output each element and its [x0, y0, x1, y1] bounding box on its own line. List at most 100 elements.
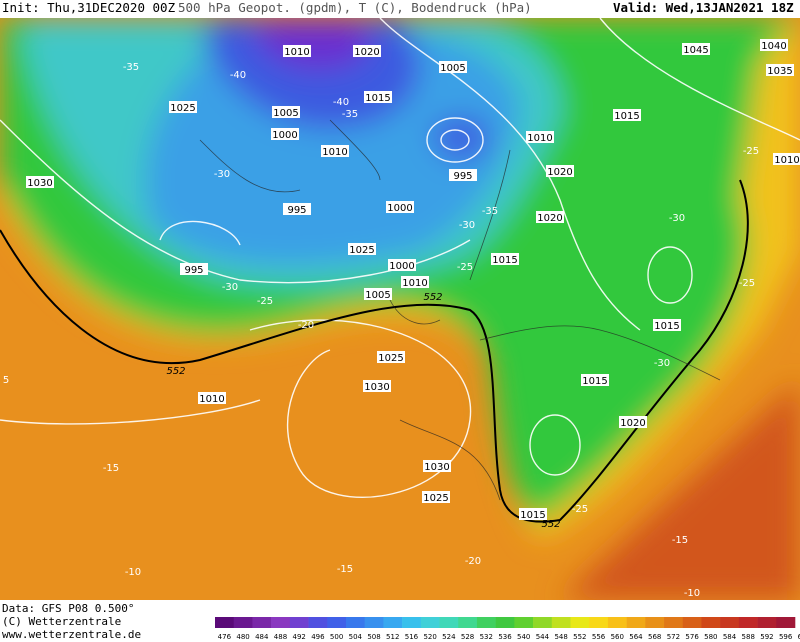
label-box [536, 211, 564, 223]
pressure-value: 1010 [322, 147, 347, 158]
pressure-value: 1015 [520, 510, 545, 521]
pressure-value: 1005 [365, 290, 390, 301]
temperature-label: -20 [298, 320, 314, 331]
label-box [271, 128, 299, 140]
pressure-value: 1025 [378, 353, 403, 364]
pressure-label: 1015 [519, 508, 547, 521]
colorbar-cell [626, 617, 646, 628]
pressure-label: 1025 [377, 351, 405, 364]
map-title: 500 hPa Geopot. (gpdm), T (C), Bodendruc… [178, 0, 532, 15]
pressure-label: 1020 [353, 45, 381, 58]
colorbar-cell [514, 617, 534, 628]
pressure-label: 1000 [386, 201, 414, 214]
colorbar-cell [551, 617, 571, 628]
colorbar-label: 528 [461, 633, 474, 641]
temperature-label: -25 [457, 262, 473, 273]
pressure-label: 1015 [364, 91, 392, 104]
pressure-label: 1025 [169, 101, 197, 114]
label-box [766, 64, 794, 76]
temperature-label: -25 [743, 146, 759, 157]
label-box [613, 109, 641, 121]
label-box [760, 39, 788, 51]
temperature-label: -20 [465, 556, 481, 567]
colorbar-label: 520 [423, 633, 436, 641]
pressure-value: 1015 [582, 376, 607, 387]
pressure-label: 1030 [26, 176, 54, 189]
temperature-label: 5 [3, 375, 9, 386]
label-box [272, 106, 300, 118]
label-box [364, 91, 392, 103]
pressure-label: 1010 [283, 45, 311, 58]
pressure-value: 1010 [284, 47, 309, 58]
temperature-label: -30 [459, 220, 475, 231]
colorbar-label: 596 [779, 633, 793, 641]
pressure-value: 1025 [349, 245, 374, 256]
colorbar-cell [757, 617, 777, 628]
colorbar-label: 576 [685, 633, 699, 641]
pressure-value: 1035 [767, 66, 792, 77]
temperature-label: -15 [672, 535, 688, 546]
temperature-label: -10 [684, 588, 700, 599]
label-box [519, 508, 547, 520]
label-box [581, 374, 609, 386]
pressure-value: 1020 [537, 213, 562, 224]
colorbar-label: 524 [442, 633, 456, 641]
pressure-value: 995 [453, 171, 472, 182]
pressure-label: 1010 [526, 131, 554, 144]
pressure-value: 1010 [527, 133, 552, 144]
label-box [619, 416, 647, 428]
pressure-label: 1015 [613, 109, 641, 122]
pressure-label: 1000 [388, 259, 416, 272]
height-label: 552 [166, 366, 185, 377]
colorbar-cell [364, 617, 384, 628]
pressure-value: 1000 [389, 261, 414, 272]
label-box [386, 201, 414, 213]
colorbar-cell [607, 617, 627, 628]
colorbar-cell [308, 617, 328, 628]
label-box [364, 288, 392, 300]
label-box [388, 259, 416, 271]
colorbar-label: 484 [255, 633, 269, 641]
colorbar-label: 568 [648, 633, 661, 641]
colorbar-cell [664, 617, 684, 628]
pressure-label: 1015 [581, 374, 609, 387]
label-box [180, 263, 208, 275]
label-box [283, 203, 311, 215]
colorbar-label: 488 [274, 633, 287, 641]
label-box [422, 491, 450, 503]
pressure-label: 1010 [401, 276, 429, 289]
pressure-value: 1000 [387, 203, 412, 214]
label-box [198, 392, 226, 404]
colorbar-label: 512 [386, 633, 399, 641]
colorbar-label: 588 [742, 633, 755, 641]
pressure-label: 995 [180, 263, 208, 276]
colorbar-label: 500 [330, 633, 343, 641]
pressure-value: 1020 [620, 418, 645, 429]
pressure-value: 1015 [654, 321, 679, 332]
pressure-label: 1010 [773, 153, 800, 166]
temperature-label: -35 [123, 62, 139, 73]
colorbar-cell [701, 617, 721, 628]
valid-time: Valid: Wed,13JAN2021 18Z [613, 0, 794, 15]
colorbar-cell [495, 617, 515, 628]
pressure-label: 1015 [491, 253, 519, 266]
temperature-label: -35 [482, 206, 498, 217]
label-box [423, 460, 451, 472]
pressure-value: 1025 [423, 493, 448, 504]
map-field [0, 18, 800, 600]
pressure-label: 1020 [546, 165, 574, 178]
pressure-label: 1000 [271, 128, 299, 141]
pressure-label: 1020 [619, 416, 647, 429]
temperature-label: -35 [342, 109, 358, 120]
label-box [682, 43, 710, 55]
pressure-label: 1025 [422, 491, 450, 504]
colorbar-cell [439, 617, 459, 628]
colorbar-label: 564 [629, 633, 643, 641]
colorbar-label: 516 [405, 633, 419, 641]
pressure-value: 1015 [492, 255, 517, 266]
pressure-value: 1045 [683, 45, 708, 56]
colorbar-label: 508 [367, 633, 380, 641]
colorbar-label: 580 [704, 633, 717, 641]
pressure-label: 995 [283, 203, 311, 216]
